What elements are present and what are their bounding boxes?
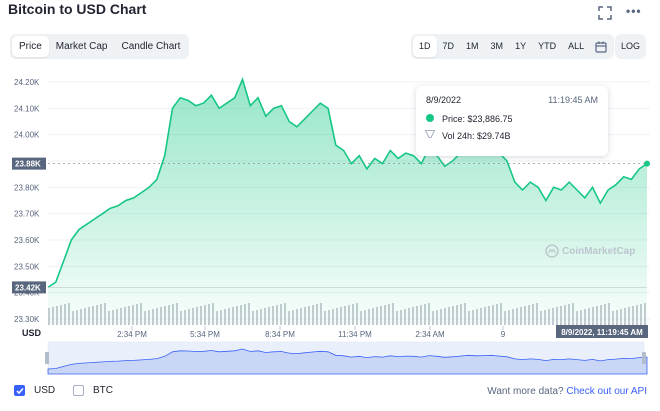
time-range-tabs: 1D 7D 1M 3M 1Y YTD ALL	[411, 34, 615, 59]
tab-market-cap[interactable]: Market Cap	[55, 41, 108, 52]
y-tick-label: 24.20K	[14, 78, 40, 87]
price-dot-icon	[426, 114, 434, 122]
range-navigator[interactable]	[45, 341, 648, 375]
range-3m[interactable]: 3M	[490, 41, 504, 51]
range-1m[interactable]: 1M	[466, 41, 479, 51]
hover-time-label-bg	[556, 325, 648, 338]
y-tick-label: 23.60K	[14, 236, 40, 245]
y-tick-label: 23.30K	[14, 315, 40, 324]
y-tick-label: 23.70K	[14, 210, 40, 219]
range-all[interactable]: ALL	[568, 41, 585, 51]
fullscreen-icon[interactable]	[598, 6, 612, 20]
usd-checkbox[interactable]	[14, 385, 25, 396]
btc-label: BTC	[93, 385, 113, 396]
price-line	[47, 77, 648, 289]
price-end-point	[644, 160, 650, 167]
x-tick-label: 8:34 PM	[265, 330, 295, 339]
current-price-label-bg	[12, 157, 46, 170]
log-scale-toggle[interactable]: LOG	[615, 34, 647, 59]
calendar-icon-glyph	[595, 41, 607, 53]
y-axis-title: USD	[22, 328, 42, 338]
usd-label: USD	[34, 385, 56, 396]
btc-checkbox[interactable]	[73, 385, 84, 396]
chart-mode-tabs: Price Market Cap Candle Chart	[10, 34, 190, 59]
navigator-left-handle[interactable]	[45, 352, 49, 364]
range-1d[interactable]: 1D	[413, 36, 437, 57]
fullscreen-icon-glyph	[598, 6, 612, 20]
navigator-right-handle[interactable]	[642, 352, 646, 364]
current-price-label: 23.88K	[15, 160, 41, 169]
usd-option[interactable]: USD	[14, 385, 55, 396]
more-horizontal-icon[interactable]: •••	[626, 4, 642, 18]
x-tick-label: 9	[501, 330, 506, 339]
price-area	[48, 79, 647, 326]
range-ytd[interactable]: YTD	[538, 41, 557, 51]
open-price-label: 23.42K	[15, 283, 41, 292]
chart-title: Bitcoin to USD Chart	[8, 1, 147, 17]
tooltip-price: Price: $23,886.75	[442, 114, 513, 124]
range-7d[interactable]: 7D	[442, 41, 455, 51]
calendar-icon[interactable]	[590, 36, 612, 57]
tooltip-volume: Vol 24h: $29.74B	[442, 131, 511, 141]
price-markers: 23.88K 23.42K	[12, 157, 647, 294]
x-tick-label: 2:34 PM	[117, 330, 147, 339]
y-tick-label: 24.00K	[14, 131, 40, 140]
tooltip-time: 11:19:45 AM	[548, 95, 598, 105]
api-promo-text: Want more data?	[487, 386, 564, 397]
api-link[interactable]: Check out our API	[566, 386, 647, 397]
tab-price[interactable]: Price	[12, 36, 49, 57]
tab-candle-chart[interactable]: Candle Chart	[121, 41, 181, 52]
api-promo: Want more data? Check out our API	[487, 386, 647, 397]
navigator-area	[47, 348, 648, 375]
x-tick-label: 11:34 PM	[338, 330, 372, 339]
tooltip-date: 8/9/2022	[426, 95, 462, 105]
check-icon	[15, 387, 24, 394]
range-1y[interactable]: 1Y	[515, 41, 527, 51]
btc-option[interactable]: BTC	[73, 385, 113, 396]
y-tick-label: 24.10K	[14, 104, 40, 113]
volume-icon	[424, 130, 436, 138]
watermark-text: CoinMarketCap	[562, 245, 636, 257]
price-tooltip: 8/9/2022 11:19:45 AM Price: $23,886.75 V…	[416, 86, 608, 156]
x-tick-label: 2:34 AM	[415, 330, 445, 339]
coinmarketcap-watermark: CoinMarketCap	[545, 244, 635, 258]
open-price-label-bg	[12, 281, 46, 294]
y-tick-label: 23.80K	[14, 183, 40, 192]
price-chart[interactable]: 24.20K24.10K24.00K23.90K23.80K23.70K23.6…	[0, 60, 660, 380]
hover-time-label: 8/9/2022, 11:19:45 AM	[561, 328, 643, 337]
volume-icon-glyph	[424, 130, 436, 138]
y-tick-label: 23.50K	[14, 262, 40, 271]
x-tick-label: 5:34 PM	[190, 330, 220, 339]
coinmarketcap-logo-icon	[545, 244, 559, 258]
